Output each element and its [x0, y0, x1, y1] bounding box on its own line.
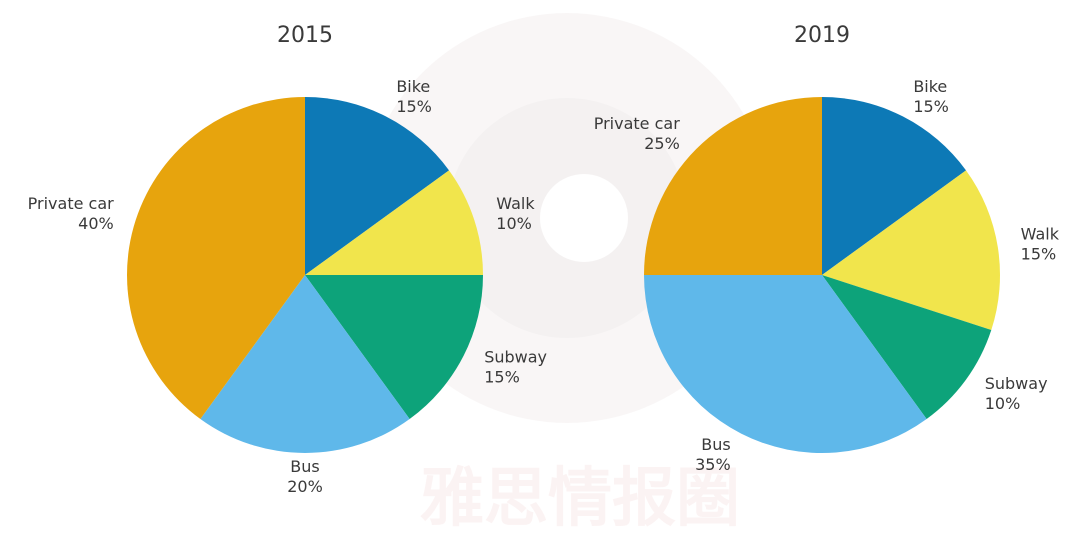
slice-value-label: 25%: [644, 134, 680, 153]
slice-category-label: Subway: [985, 374, 1048, 393]
slice-value-label: 10%: [496, 214, 532, 233]
slice-category-label: Subway: [484, 347, 547, 366]
watermark-emblem-inner: [447, 98, 687, 338]
slice-label: Bus 20%: [287, 457, 323, 496]
slice-value-label: 10%: [985, 394, 1021, 413]
pie-slice-bus: [200, 275, 410, 454]
slice-value-label: 15%: [913, 97, 949, 116]
watermark-text: 雅思情报圈: [420, 462, 740, 536]
slice-label: Subway 10%: [985, 374, 1048, 413]
slice-value-label: 40%: [78, 214, 114, 233]
slice-label: Private car 25%: [594, 114, 680, 153]
pie-slice-walk: [305, 170, 483, 275]
slice-label: Bus 35%: [695, 435, 731, 474]
slice-category-label: Walk: [496, 194, 535, 213]
watermark-emblem-hole: [540, 174, 628, 262]
slice-label: Private car 40%: [28, 194, 114, 233]
pie-slice-private-car: [644, 97, 822, 275]
slice-label: Bike 15%: [913, 77, 949, 116]
pie-slice-subway: [305, 275, 483, 420]
slice-category-label: Bike: [913, 77, 947, 96]
slice-category-label: Bike: [396, 77, 430, 96]
slice-category-label: Bus: [290, 457, 319, 476]
pie-slice-bus: [644, 275, 927, 454]
pie-slice-bike: [822, 97, 967, 275]
slice-value-label: 15%: [484, 367, 520, 386]
chart-title: 2019: [794, 23, 850, 48]
pie-slice-bike: [305, 97, 450, 275]
slice-label: Subway 15%: [484, 347, 547, 386]
pie-slice-private-car: [126, 97, 305, 420]
slice-value-label: 15%: [1021, 245, 1057, 264]
slice-category-label: Private car: [594, 114, 680, 133]
pie-slice-subway: [822, 275, 992, 420]
slice-category-label: Bus: [701, 435, 730, 454]
slice-label: Walk 10%: [496, 194, 535, 233]
slice-category-label: Private car: [28, 194, 114, 213]
slice-value-label: 20%: [287, 477, 323, 496]
slice-label: Bike 15%: [396, 77, 432, 116]
pie-slice-walk: [822, 170, 1001, 331]
slice-value-label: 35%: [695, 455, 731, 474]
slice-category-label: Walk: [1021, 225, 1060, 244]
slice-value-label: 15%: [396, 97, 432, 116]
chart-title: 2015: [277, 23, 333, 48]
slice-label: Walk 15%: [1021, 225, 1060, 264]
